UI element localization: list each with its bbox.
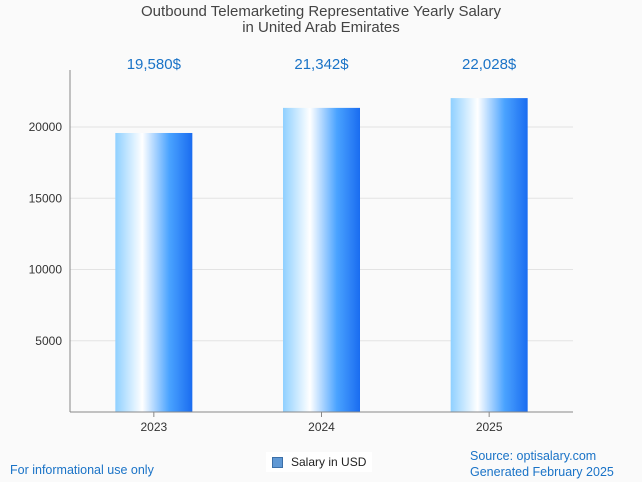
y-tick-label: 20000 — [29, 120, 63, 134]
y-tick-label: 15000 — [29, 191, 63, 205]
generated-date: Generated February 2025 — [470, 465, 614, 479]
chart-title-line1: Outbound Telemarketing Representative Ye… — [141, 3, 501, 20]
bar-2024 — [283, 107, 360, 413]
y-tick-label: 10000 — [29, 263, 63, 277]
chart-legend: Salary in USD — [266, 452, 373, 472]
disclaimer-text: For informational use only — [10, 463, 154, 477]
bar-2025 — [450, 98, 528, 412]
x-tick-label-2024: 2024 — [308, 420, 335, 434]
y-tick-label: 5000 — [35, 334, 62, 348]
x-tick-label-2023: 2023 — [140, 420, 167, 434]
data-label-2023: 19,580$ — [127, 56, 182, 73]
data-label-2025: 22,028$ — [462, 56, 517, 73]
chart-title-line2: in United Arab Emirates — [242, 19, 400, 36]
source-link[interactable]: Source: optisalary.com — [470, 449, 597, 463]
bar-2023 — [115, 132, 193, 413]
legend-swatch — [272, 456, 283, 468]
legend-label: Salary in USD — [291, 455, 367, 469]
data-label-2024: 21,342$ — [294, 56, 349, 73]
chart-title: Outbound Telemarketing Representative Ye… — [0, 4, 642, 36]
x-tick-label-2025: 2025 — [476, 420, 503, 434]
source-block: Source: optisalary.com Generated Februar… — [470, 448, 614, 480]
